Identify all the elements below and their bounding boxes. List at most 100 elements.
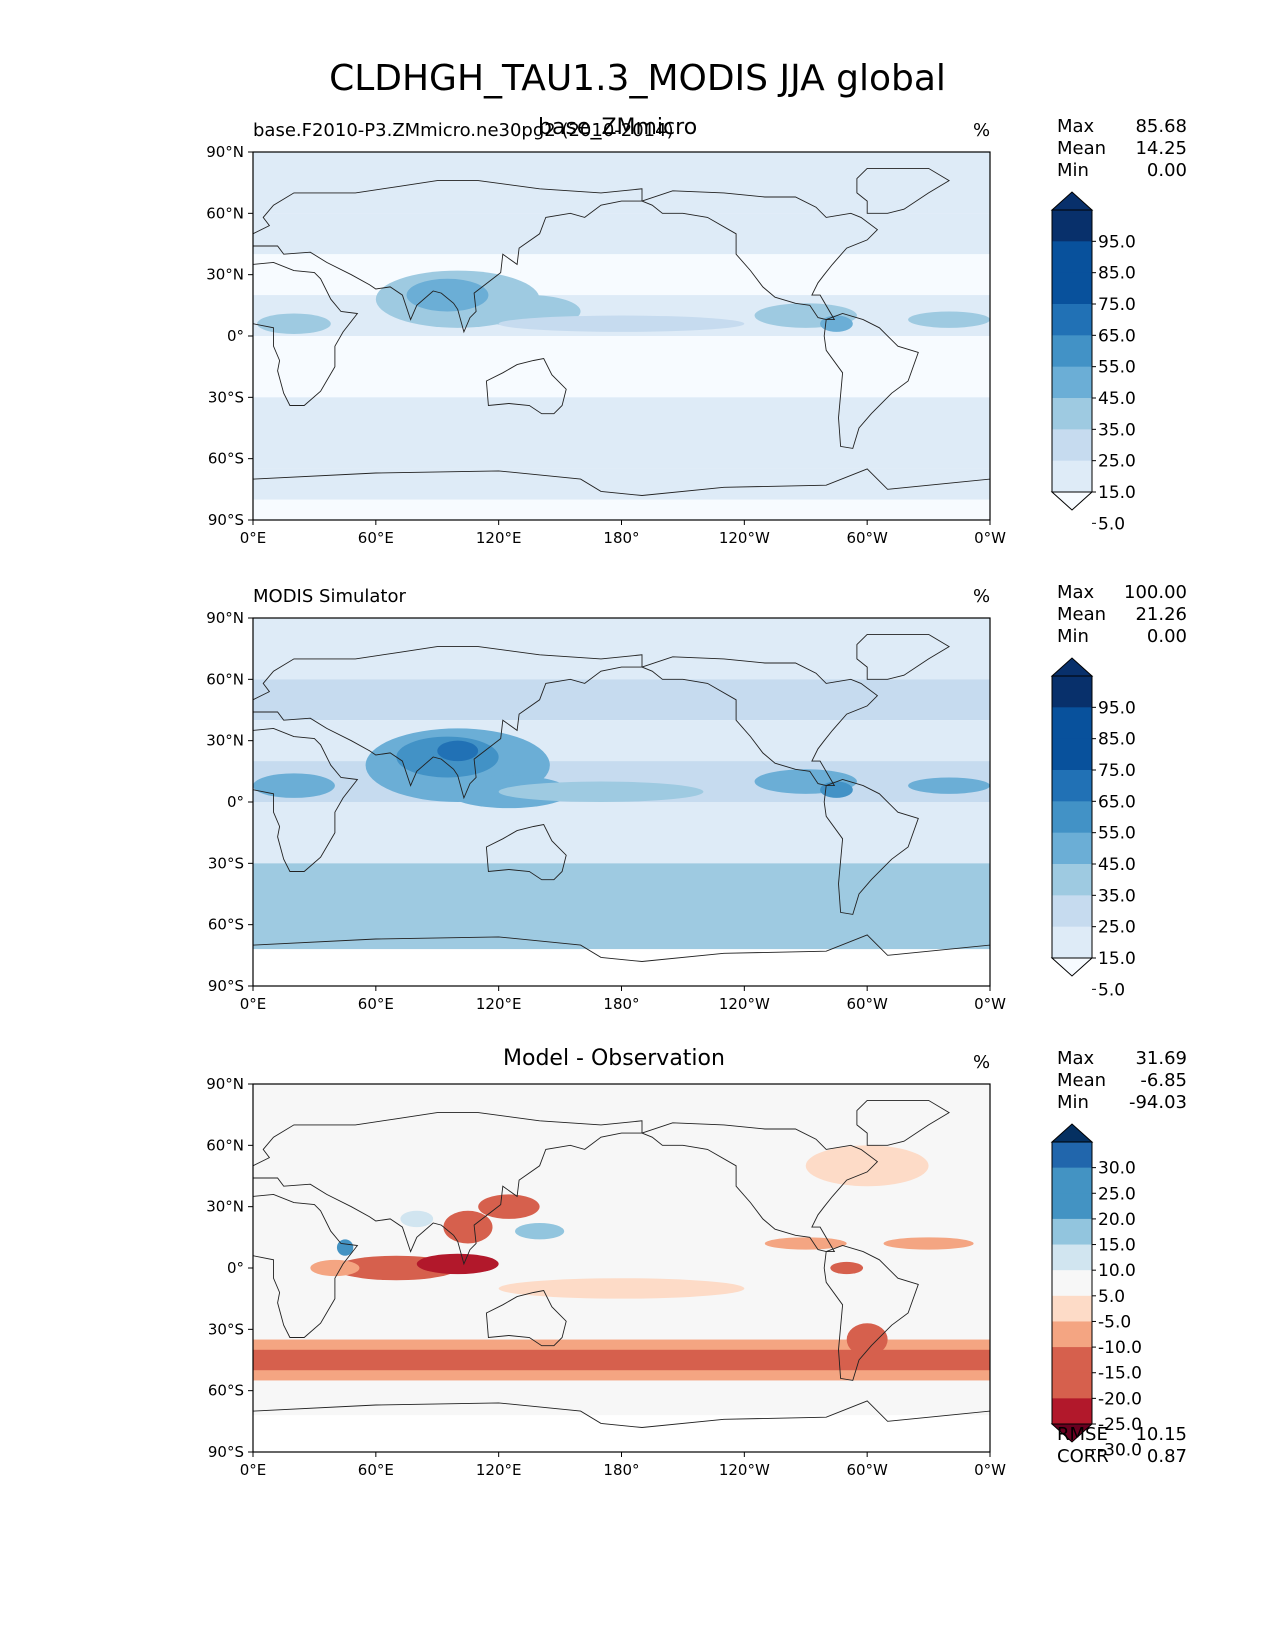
- coastline: [823, 1245, 919, 1381]
- lat-tick-label: 60°S: [208, 916, 244, 934]
- lon-tick-label: 180°: [603, 529, 639, 547]
- colorbar-segment: [1052, 429, 1092, 462]
- lon-tick-label: 0°W: [974, 995, 1006, 1013]
- lat-tick-label: 60°N: [206, 204, 244, 222]
- colorbar-segment: [1052, 895, 1092, 928]
- stat-value: -6.85: [1140, 1070, 1187, 1091]
- lat-tick-label: 30°S: [208, 854, 244, 872]
- coastline: [640, 190, 879, 321]
- missing-data-region: [253, 949, 990, 986]
- colorbar-extend-bottom: [1050, 491, 1094, 511]
- colorbar-segment: [1052, 1398, 1092, 1425]
- heatmap-band: [253, 213, 990, 255]
- heatmap-blob: [515, 1223, 565, 1240]
- heatmap-band: [253, 802, 990, 864]
- heatmap-blob: [830, 1261, 864, 1275]
- heatmap-band: [253, 720, 990, 762]
- colorbar-tick-label: -15.0: [1098, 1364, 1142, 1384]
- coastline: [252, 180, 643, 334]
- colorbar-segment: [1052, 770, 1092, 802]
- heatmap-band: [253, 618, 990, 680]
- colorbar-tick-label: 10.0: [1098, 1261, 1136, 1281]
- metric-label: RMSE: [1057, 1424, 1108, 1445]
- lat-tick-label: 30°N: [206, 266, 244, 284]
- colorbar-segment: [1052, 335, 1092, 368]
- lon-tick-label: 0°W: [974, 1461, 1006, 1479]
- stat-value: 0.00: [1146, 626, 1187, 647]
- colorbar-segment: [1052, 304, 1092, 336]
- lat-tick-label: 60°S: [208, 450, 244, 468]
- colorbar-tick-label: 65.0: [1098, 326, 1136, 346]
- metric-label: CORR: [1057, 1446, 1109, 1467]
- coastline: [485, 1289, 567, 1347]
- lon-tick-label: 180°: [603, 1461, 639, 1479]
- heatmap-blob: [257, 313, 331, 334]
- lat-tick-label: 90°S: [208, 977, 244, 995]
- panel-left-title: base.F2010-P3.ZMmicro.ne30pg2 (2010-2014…: [253, 120, 674, 141]
- colorbar-segment: [1052, 1372, 1092, 1399]
- heatmap-band: [253, 254, 990, 296]
- heatmap-blob: [437, 740, 479, 762]
- missing-data-region: [253, 1415, 990, 1452]
- lat-tick-label: 0°: [227, 793, 244, 811]
- heatmap-blob: [498, 1278, 745, 1299]
- colorbar-tick-label: 15.0: [1098, 1236, 1136, 1256]
- colorbar-segment: [1052, 241, 1092, 274]
- colorbar-segment: [1052, 801, 1092, 834]
- colorbar-segment: [1052, 676, 1092, 708]
- lat-tick-label: 90°N: [206, 609, 244, 627]
- lat-tick-label: 0°: [227, 327, 244, 345]
- metrics-box: RMSE 10.15 CORR 0.87: [1057, 1424, 1187, 1468]
- coastline: [252, 261, 359, 406]
- heatmap-band: [253, 468, 990, 500]
- stat-value: 14.25: [1135, 138, 1187, 159]
- coastline: [485, 823, 567, 881]
- coastline: [640, 1122, 879, 1253]
- heatmap-band: [253, 397, 990, 469]
- heatmap-blob: [253, 773, 335, 798]
- stats-box: Max 100.00 Mean 21.26 Min 0.00: [1057, 582, 1187, 648]
- stat-value: 31.69: [1135, 1048, 1187, 1069]
- lon-tick-label: 0°E: [240, 995, 267, 1013]
- lon-tick-label: 60°W: [846, 1461, 888, 1479]
- lon-tick-label: 60°E: [358, 1461, 394, 1479]
- lat-tick-label: 30°N: [206, 732, 244, 750]
- coastline: [856, 633, 950, 680]
- figure-title: CLDHGH_TAU1.3_MODIS JJA global: [329, 58, 946, 99]
- colorbar-outline: [1051, 675, 1093, 959]
- colorbar-tick-label: 35.0: [1098, 420, 1136, 440]
- colorbar-tick-label: 15.0: [1098, 949, 1136, 969]
- colorbar-segment: [1052, 1321, 1092, 1348]
- coastline: [640, 656, 879, 787]
- colorbar-segment: [1052, 1244, 1092, 1271]
- colorbar-segment: [1052, 366, 1092, 399]
- colorbar-tick-label: 45.0: [1098, 855, 1136, 875]
- lat-tick-label: 60°N: [206, 670, 244, 688]
- lon-tick-label: 120°W: [719, 1461, 770, 1479]
- colorbar-tick-label: -25.0: [1098, 1415, 1142, 1435]
- map-plot: 90°N 60°N 30°N 0° 30°S 60°S 90°S0°E 60°E 120°E 18…: [206, 1075, 1142, 1479]
- colorbar-segment: [1052, 460, 1092, 493]
- colorbar-segment: [1052, 210, 1092, 242]
- lon-tick-label: 0°W: [974, 529, 1006, 547]
- metric-value: 10.15: [1135, 1424, 1187, 1445]
- colorbar-tick-label: 35.0: [1098, 886, 1136, 906]
- colorbar-segment: [1052, 1142, 1092, 1169]
- stat-value: 0.00: [1146, 160, 1187, 181]
- colorbar: 95.0 85.0 75.0 65.0 55.0 45.0 35.0 25.0 15.0 5.0: [1050, 191, 1136, 534]
- coastline: [823, 779, 919, 915]
- heatmap-band: [253, 336, 990, 398]
- colorbar-tick-label: 25.0: [1098, 452, 1136, 472]
- colorbar-segment: [1052, 1167, 1092, 1194]
- stat-label: Min: [1057, 626, 1089, 647]
- heatmap-blob: [400, 1210, 434, 1228]
- colorbar-extend-top: [1050, 191, 1094, 211]
- colorbar-segment: [1052, 1270, 1092, 1297]
- colorbar-tick-label: 85.0: [1098, 730, 1136, 750]
- colorbar-segment: [1052, 1218, 1092, 1246]
- colorbar: 95.0 85.0 75.0 65.0 55.0 45.0 35.0 25.0 15.0 5.0: [1050, 657, 1136, 1000]
- colorbar: 30.0 25.0 20.0 15.0 10.0 5.0 -5.0 -10.0 -15.0 -20…: [1050, 1123, 1142, 1461]
- stat-label: Mean: [1057, 138, 1107, 159]
- colorbar-segment: [1052, 832, 1092, 865]
- colorbar-segment: [1052, 864, 1092, 896]
